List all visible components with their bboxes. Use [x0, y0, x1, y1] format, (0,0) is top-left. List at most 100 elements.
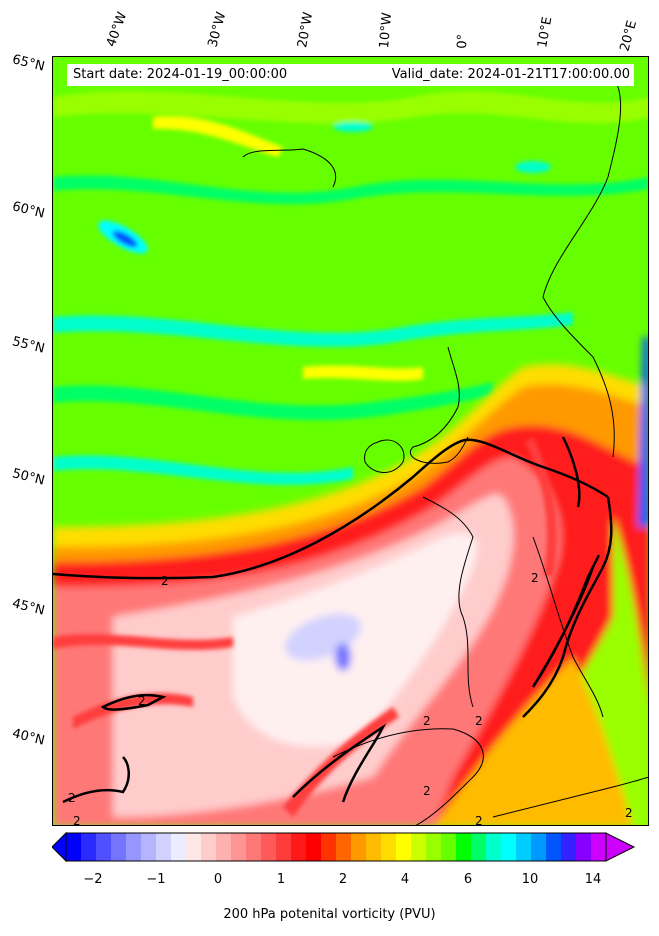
field-streak	[53, 91, 648, 124]
colorbar-label: 200 hPa potenital vorticity (PVU)	[223, 907, 436, 922]
colorbar-cell	[576, 833, 592, 861]
field-blob-blue	[112, 230, 138, 248]
colorbar-extend-under	[52, 832, 67, 863]
date-info-box: Start date: 2024-01-19_00:00:00 Valid_da…	[67, 64, 634, 86]
pv2-label: 2	[68, 791, 76, 805]
colorbar-cell	[351, 833, 367, 861]
pv2-contour-main	[53, 438, 609, 580]
pv2-label: 2	[531, 571, 539, 585]
pv-map: 2 2 2 2 2 2 2 2 2 2	[52, 56, 649, 826]
colorbar-cell	[66, 833, 82, 861]
colorbar-tick: 4	[400, 872, 410, 887]
coast-ireland	[364, 439, 405, 473]
colorbar-cell	[486, 833, 502, 861]
colorbar-tick: −2	[83, 872, 103, 887]
colorbar-cell	[246, 833, 262, 861]
pv2-contour-sw2	[62, 756, 130, 804]
pv2-label: 2	[138, 694, 146, 708]
colorbar-cell	[96, 833, 112, 861]
pv2-contour-ne	[561, 436, 581, 508]
colorbar-cell	[501, 833, 517, 861]
colorbar	[52, 832, 636, 863]
colorbar-cell	[321, 833, 337, 861]
colorbar-cell	[291, 833, 307, 861]
pv2-label: 2	[475, 814, 483, 826]
colorbar-extend-over	[605, 832, 636, 862]
coast-france	[422, 496, 474, 708]
colorbar-cell	[336, 833, 352, 861]
field-streak	[53, 455, 353, 485]
colorbar-cell	[561, 833, 577, 861]
field-streak	[53, 312, 573, 347]
colorbar-tick: 0	[213, 872, 223, 887]
colorbar-cell	[411, 833, 427, 861]
pv2-label: 2	[625, 806, 633, 820]
lon-label-10w: 10°W	[377, 11, 396, 49]
pv2-contour-iberia	[292, 723, 387, 803]
colorbar-cell	[141, 833, 157, 861]
colorbar-cell	[231, 833, 247, 861]
colorbar-cell	[261, 833, 277, 861]
colorbar-cell	[111, 833, 127, 861]
pv2-label: 2	[423, 784, 431, 798]
colorbar-tick: 6	[463, 872, 473, 887]
colorbar-cell	[396, 833, 412, 861]
lon-label-30w: 30°W	[205, 10, 230, 49]
start-date-text: Start date: 2024-01-19_00:00:00	[73, 67, 288, 82]
colorbar-cell	[456, 833, 472, 861]
lat-label-55n: 55°N	[10, 334, 47, 357]
lat-label-60n: 60°N	[10, 199, 47, 222]
colorbar-tick: −1	[146, 872, 166, 887]
colorbar-cell	[381, 833, 397, 861]
colorbar-cell	[156, 833, 172, 861]
pv-field: 2 2 2 2 2 2 2 2 2 2	[53, 57, 648, 826]
field-blob-blue	[333, 122, 373, 132]
colorbar-cell	[201, 833, 217, 861]
field-green-right2	[638, 337, 648, 527]
lon-label-10e: 10°E	[535, 15, 556, 49]
colorbar-cell	[186, 833, 202, 861]
coast-iceland	[242, 148, 337, 188]
coast-iberia	[332, 728, 484, 825]
colorbar-cell	[516, 833, 532, 861]
coast-scandinavia	[542, 76, 622, 458]
pv2-contours	[53, 436, 613, 804]
pv2-labels: 2 2 2 2 2 2 2 2 2 2	[68, 571, 633, 826]
field-streak	[53, 382, 493, 421]
field-streak-red	[73, 693, 193, 729]
lat-label-45n: 45°N	[10, 596, 47, 619]
field-streak	[153, 116, 283, 157]
colorbar-cell	[81, 833, 97, 861]
colorbar-cell	[306, 833, 322, 861]
lat-label-65n: 65°N	[10, 52, 47, 75]
field-streak	[53, 175, 648, 205]
lon-label-20e: 20°E	[617, 18, 641, 53]
field-streak	[303, 365, 423, 381]
colorbar-cell	[546, 833, 562, 861]
valid-date-text: Valid_date: 2024-01-21T17:00:00.00	[391, 67, 630, 82]
colorbar-cell	[366, 833, 382, 861]
lat-label-50n: 50°N	[10, 466, 47, 489]
lon-label-40w: 40°W	[103, 10, 131, 49]
coastlines	[242, 76, 648, 825]
field-blob-blue	[515, 161, 551, 173]
colorbar-tick: 1	[276, 872, 286, 887]
colorbar-cell	[426, 833, 442, 861]
pv2-label: 2	[161, 574, 169, 588]
lon-label-0: 0°	[455, 33, 471, 49]
colorbar-tick: 10	[521, 872, 539, 887]
pv2-contour-sw1	[100, 693, 167, 711]
field-streak-red	[53, 634, 233, 650]
coast-britain	[410, 346, 469, 464]
colorbar-cells	[52, 832, 636, 863]
colorbar-cell	[276, 833, 292, 861]
colorbar-cell	[216, 833, 232, 861]
colorbar-cell	[171, 833, 187, 861]
field-green-left	[434, 657, 633, 825]
colorbar-outline	[65, 832, 607, 862]
colorbar-cell	[441, 833, 457, 861]
colorbar-cell	[531, 833, 547, 861]
pv2-label: 2	[423, 714, 431, 728]
colorbar-cell	[591, 833, 607, 861]
pv2-label: 2	[73, 814, 81, 826]
